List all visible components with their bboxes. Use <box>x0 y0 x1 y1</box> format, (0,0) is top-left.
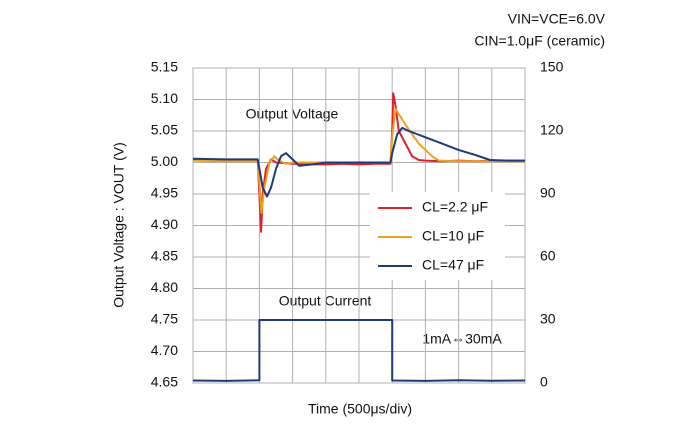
y-tick-label: 4.80 <box>151 279 178 295</box>
y2-tick-label: 0 <box>540 374 548 390</box>
y2-tick-label: 60 <box>540 248 556 264</box>
legend-label: CL=47 μF <box>422 257 484 273</box>
y-axis-label: Output Voltage : VOUT (V) <box>111 142 127 307</box>
condition-label: VIN=VCE=6.0V <box>508 11 606 27</box>
y2-tick-label: 30 <box>540 311 556 327</box>
y2-tick-label: 90 <box>540 185 556 201</box>
y-tick-label: 4.90 <box>151 216 178 232</box>
y-tick-label: 4.75 <box>151 311 178 327</box>
y2-tick-label: 150 <box>540 59 564 75</box>
series-line <box>192 126 525 198</box>
y-tick-label: 5.00 <box>151 153 178 169</box>
series-line <box>192 319 526 382</box>
legend-label: CL=2.2 μF <box>422 199 488 215</box>
annotation: 1mA⇔30mA <box>422 331 502 347</box>
y-tick-label: 5.10 <box>151 90 178 106</box>
y-tick-label: 4.95 <box>151 185 178 201</box>
annotation: Output Current <box>279 293 372 309</box>
y-tick-label: 4.70 <box>151 342 178 358</box>
x-axis-label: Time (500μs/div) <box>308 401 412 417</box>
legend-label: CL=10 μF <box>422 228 484 244</box>
y-tick-label: 5.05 <box>151 122 178 138</box>
y-tick-label: 4.65 <box>151 374 178 390</box>
condition-label: CIN=1.0μF (ceramic) <box>474 33 605 49</box>
y2-tick-label: 120 <box>540 122 564 138</box>
y-tick-label: 5.15 <box>151 59 178 75</box>
y-tick-label: 4.85 <box>151 248 178 264</box>
